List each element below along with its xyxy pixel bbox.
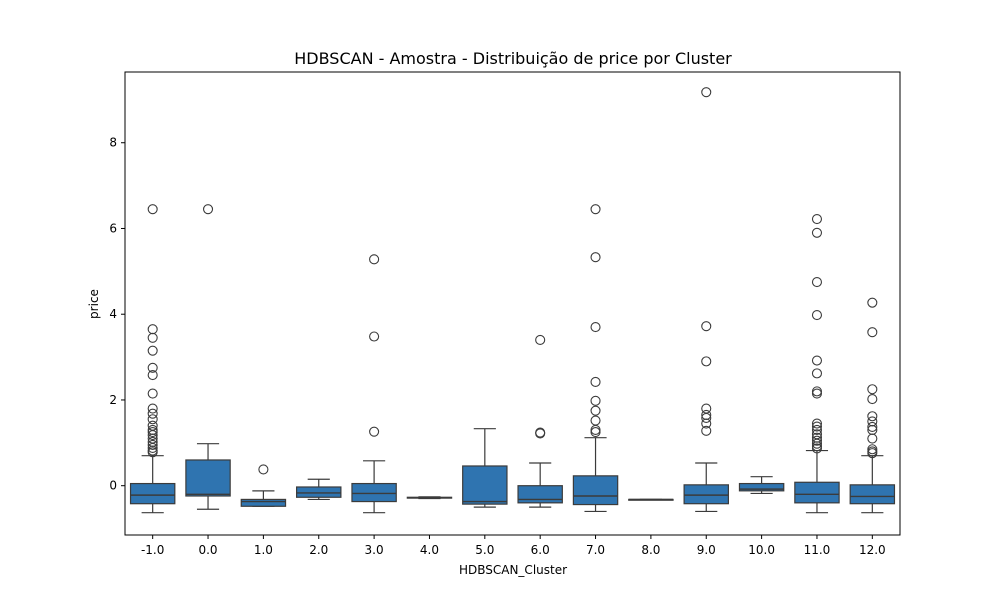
box-cluster-7.0 [572,475,619,506]
outlier-point [811,355,823,366]
outlier-point [590,405,601,416]
x-tick-label: 4.0 [420,543,439,557]
outlier-point [590,322,601,333]
outlier-point [258,464,269,475]
outlier-point [147,408,158,419]
outlier-point [369,426,380,437]
y-axis-label: price [87,289,101,319]
outlier-point [147,427,158,438]
outlier-point [867,411,878,422]
outlier-point [811,213,823,225]
outlier-point [701,412,712,424]
box-cluster-1.0 [240,498,287,507]
outlier-point [147,414,158,425]
outlier-point [147,430,158,441]
outlier-point [811,438,823,449]
x-tick-label: -1.0 [141,543,164,557]
plot-area: 0 2 4 6 8 -1.0 0.0 1.0 2.0 3.0 4.0 5.0 6.0 7.0 8.0 9.0 1… [109,71,901,557]
outlier-point [867,433,878,444]
outlier-point [701,425,712,436]
outlier-point [147,442,158,454]
box-cluster-6.0 [517,485,563,504]
outlier-point [811,424,823,436]
outlier-point [811,386,823,397]
y-tick-label: 4 [109,307,117,321]
x-tick-label: 3.0 [365,543,384,557]
outlier-point [867,384,878,395]
x-tick-label: 9.0 [697,543,716,557]
x-tick-label: 2.0 [309,543,328,557]
outlier-point [811,443,823,454]
outlier-point [147,388,158,399]
outlier-point [811,227,823,238]
x-tick-label: 12.0 [859,543,886,557]
y-tick-label: 6 [109,221,117,235]
outlier-point [811,435,823,446]
outlier-point [147,332,158,343]
box-cluster-3.0 [351,482,397,503]
outlier-point [867,421,878,433]
box-cluster--1.0 [129,482,176,505]
outlier-point [811,421,823,432]
outlier-point [147,345,158,356]
y-tick-label: 0 [109,479,117,493]
x-tick-label: 10.0 [748,543,775,557]
box-cluster-5.0 [462,465,508,505]
outlier-point [867,327,878,338]
x-tick-label: 6.0 [531,543,550,557]
outlier-point [590,427,601,438]
y-tick-label: 2 [109,393,117,407]
outlier-point [590,415,601,426]
box-cluster-2.0 [296,486,342,498]
box-cluster-0.0 [185,459,231,497]
outlier-point [590,395,601,406]
x-tick-label: 5.0 [475,543,494,557]
outlier-point [590,376,601,388]
outlier-point [535,428,546,439]
outlier-point [590,252,601,263]
outlier-point [811,277,823,288]
x-tick-label: 1.0 [254,543,273,557]
outlier-point [701,87,712,98]
outlier-point [701,356,712,367]
outlier-point [867,297,878,308]
outlier-point [147,324,158,335]
outlier-point [811,418,823,429]
outlier-point [811,388,823,399]
outlier-point [701,418,712,429]
box-cluster-10.0 [738,482,785,492]
outlier-point [811,368,823,379]
plot-frame [124,71,901,536]
y-tick-label: 8 [109,136,117,150]
outlier-point [147,204,158,215]
box-cluster-9.0 [683,484,729,505]
outlier-point [535,334,546,345]
outlier-point [202,204,214,215]
outlier-point [147,362,158,373]
outlier-point [147,403,158,414]
x-tick-label: 7.0 [586,543,605,557]
box-cluster-11.0 [794,481,840,504]
outlier-point [369,254,380,265]
outlier-point [701,321,712,332]
x-tick-label: 8.0 [641,543,660,557]
outlier-point [147,370,158,381]
outlier-point [147,439,158,451]
outlier-point [590,424,601,436]
outlier-point [369,331,380,342]
outlier-point [811,310,823,321]
x-tick-label: 0.0 [198,543,217,557]
x-axis-label: HDBSCAN_Cluster [459,563,567,577]
chart-title: HDBSCAN - Amostra - Distribuição de pric… [294,49,732,68]
outlier-point [590,204,601,215]
outlier-point [867,394,878,405]
outlier-point [147,447,158,458]
x-tick-label: 11.0 [804,543,831,557]
outlier-point [867,448,878,459]
box-cluster-12.0 [849,484,896,505]
